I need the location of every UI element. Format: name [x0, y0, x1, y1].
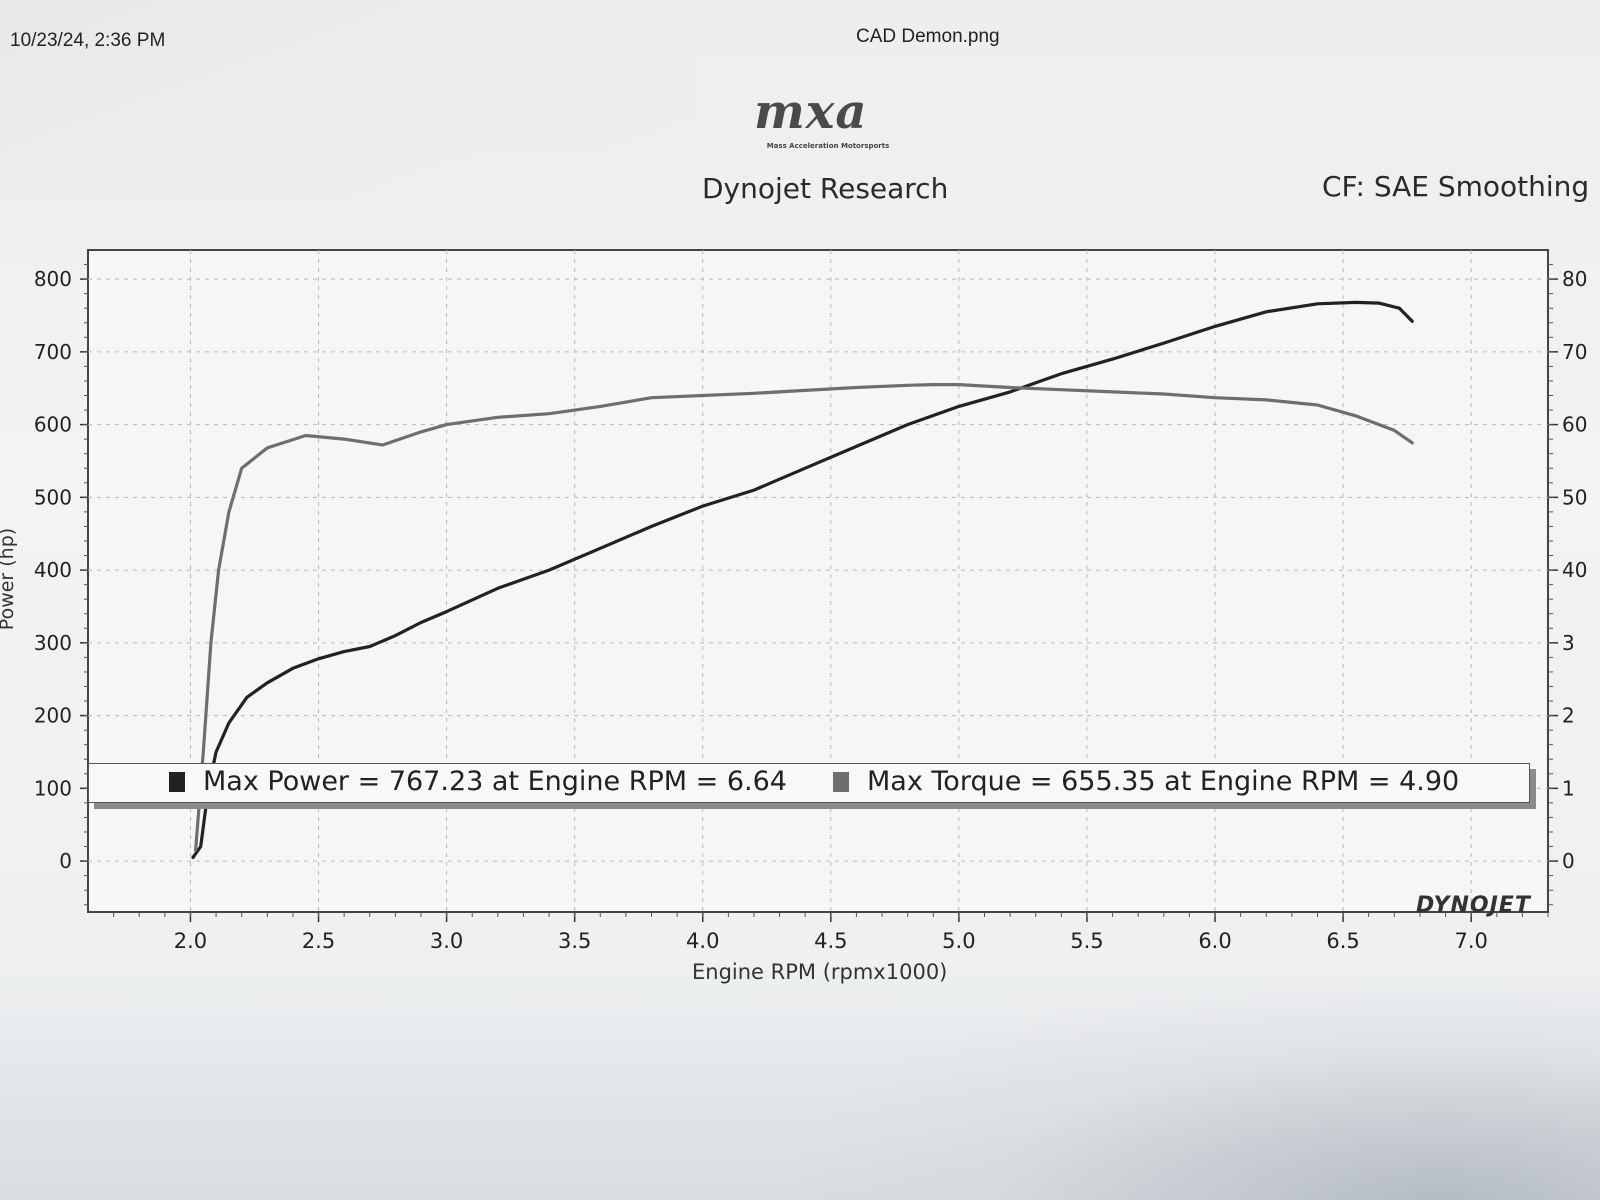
- x-tick-label: 6.0: [1198, 929, 1231, 953]
- y2-tick-label: 60: [1562, 413, 1587, 437]
- y-tick-label: 400: [34, 558, 72, 582]
- paper-background: [0, 0, 700, 200]
- y2-tick-label: 40: [1562, 558, 1587, 582]
- y2-tick-label: 2: [1562, 704, 1575, 728]
- print-date: 10/23/24, 2:36 PM: [10, 30, 166, 51]
- legend-torque-text: Max Torque = 655.35 at Engine RPM = 4.90: [867, 766, 1460, 797]
- y2-tick-label: 70: [1562, 340, 1587, 364]
- right-axis-ticks: 80 70 60 50 40 3 2 1 0: [1548, 264, 1587, 906]
- y-tick-label: 500: [34, 485, 72, 509]
- logo-subtitle: Mass Acceleration Motorsports: [766, 142, 890, 150]
- paper-shadow: [800, 980, 1600, 1200]
- y-tick-label: 200: [34, 704, 72, 728]
- legend-box: Max Power = 767.23 at Engine RPM = 6.64 …: [88, 763, 1530, 803]
- correction-factor-label: CF: SAE Smoothing: [1322, 170, 1590, 203]
- mxa-logo: mxa Mass Acceleration Motorsports: [748, 84, 908, 156]
- y-tick-label: 100: [34, 776, 72, 800]
- x-tick-label: 5.5: [1070, 929, 1103, 953]
- y2-tick-label: 1: [1562, 776, 1575, 800]
- y2-tick-label: 80: [1562, 267, 1587, 291]
- y-tick-label: 700: [34, 340, 72, 364]
- legend-power-text: Max Power = 767.23 at Engine RPM = 6.64: [203, 766, 787, 797]
- y-tick-label: 0: [59, 849, 72, 873]
- dynojet-logo: DYNOJET: [1416, 893, 1531, 918]
- file-name: CAD Demon.png: [856, 26, 1000, 47]
- x-tick-label: 4.5: [814, 929, 847, 953]
- left-axis-ticks: 800 700 600 500 400 300 200 100 0: [34, 264, 88, 906]
- x-axis-title: Engine RPM (rpmx1000): [692, 960, 948, 984]
- max-torque-line: [194, 383, 1414, 852]
- dyno-title: Dynojet Research: [702, 172, 949, 205]
- x-axis-ticks: 2.0 2.5 3.0 3.5 4.0 4.5 5.0 5.5 6.0 6.5 7.0: [113, 912, 1549, 953]
- x-tick-label: 2.0: [174, 929, 207, 953]
- series-lines: [191, 300, 1414, 859]
- y2-tick-label: 0: [1562, 849, 1575, 873]
- x-tick-label: 3.0: [430, 929, 463, 953]
- legend-power-swatch: [169, 772, 185, 792]
- legend-torque-swatch: [833, 772, 849, 792]
- y2-tick-label: 50: [1562, 485, 1587, 509]
- y-tick-label: 600: [34, 413, 72, 437]
- x-tick-label: 4.0: [686, 929, 719, 953]
- plot-frame: [87, 249, 1549, 913]
- x-tick-label: 6.5: [1326, 929, 1359, 953]
- x-tick-label: 2.5: [302, 929, 335, 953]
- x-tick-label: 3.5: [558, 929, 591, 953]
- y2-tick-label: 3: [1562, 631, 1575, 655]
- legend-torque: Max Torque = 655.35 at Engine RPM = 4.90: [833, 766, 1459, 797]
- max-power-line: [191, 300, 1414, 859]
- y-axis-title: Power (hp): [0, 527, 19, 631]
- y-tick-label: 800: [34, 267, 72, 291]
- x-tick-label: 7.0: [1454, 929, 1487, 953]
- logo-text: mxa: [754, 84, 868, 140]
- legend-power: Max Power = 767.23 at Engine RPM = 6.64: [169, 766, 787, 797]
- x-tick-label: 5.0: [942, 929, 975, 953]
- y-tick-label: 300: [34, 631, 72, 655]
